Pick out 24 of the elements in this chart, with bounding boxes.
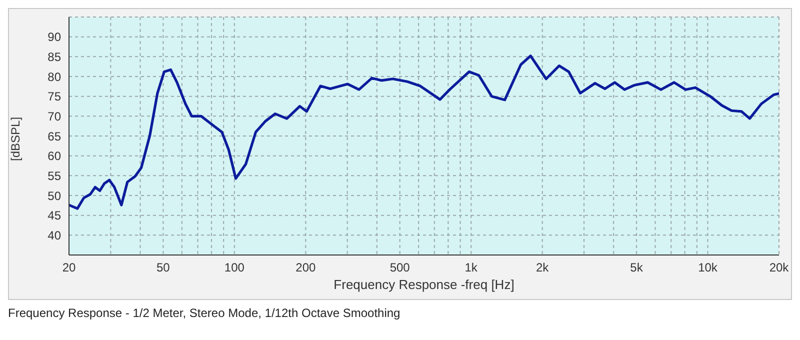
x-tick-label: 500 <box>390 260 410 275</box>
x-tick-label: 50 <box>156 260 170 275</box>
text: Frequency Response - 1/2 Meter, Stereo Mode, 1/12th Octave Smoothing <box>8 306 402 320</box>
x-tick-label: 20 <box>62 260 76 275</box>
x-tick-label: 5k <box>630 260 644 275</box>
y-tick-label: 85 <box>48 50 62 64</box>
y-tick-label: 50 <box>48 188 62 203</box>
y-axis-title: [dBSPL] <box>8 116 22 161</box>
x-tick-label: 20k <box>769 260 790 275</box>
y-tick-label: 40 <box>48 228 62 242</box>
y-tick-label: 55 <box>48 168 62 183</box>
x-tick-label: 100 <box>224 260 245 275</box>
y-tick-label: 70 <box>48 109 62 124</box>
x-tick-label: 1k <box>464 260 478 275</box>
y-tick-label: 60 <box>48 149 62 164</box>
x-tick-label: 2k <box>536 260 550 275</box>
y-tick-label: 90 <box>48 30 62 44</box>
y-tick-label: 65 <box>48 129 62 144</box>
x-axis-title: Frequency Response -freq [Hz] <box>334 277 514 292</box>
x-tick-label: 10k <box>698 260 718 275</box>
y-tick-label: 80 <box>48 70 62 84</box>
x-tick-label: 200 <box>296 260 316 275</box>
y-tick-label: 75 <box>48 90 62 104</box>
y-tick-label: 45 <box>48 208 62 223</box>
